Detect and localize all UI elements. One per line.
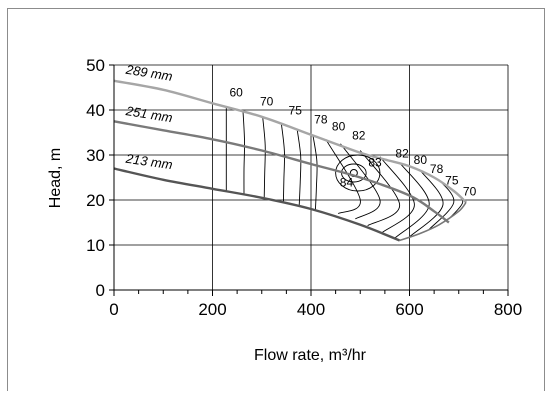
efficiency-contour-right xyxy=(448,190,464,220)
y-tick-label: 50 xyxy=(86,56,105,75)
efficiency-contour-left xyxy=(262,117,266,199)
y-tick-label: 10 xyxy=(86,236,105,255)
chart-frame xyxy=(7,8,545,391)
efficiency-label: 82 xyxy=(395,146,409,160)
efficiency-label: 75 xyxy=(445,173,459,187)
y-tick-label: 40 xyxy=(86,101,105,120)
efficiency-contour-left xyxy=(242,111,245,195)
x-axis-label: Flow rate, m³/hr xyxy=(254,347,367,364)
efficiency-contour-right xyxy=(379,156,415,233)
y-tick-label: 20 xyxy=(86,191,105,210)
efficiency-label: 80 xyxy=(332,119,346,133)
efficiency-contour-right xyxy=(394,162,430,239)
curve-labels: 289 mm 251 mm 213 mm xyxy=(124,62,174,173)
head-curve-251-mm xyxy=(113,120,450,224)
lower-boundary-curve xyxy=(399,201,467,242)
efficiency-label: 60 xyxy=(229,86,243,100)
efficiency-label: 82 xyxy=(352,128,366,142)
x-tick-label: 0 xyxy=(109,300,118,319)
x-tick-label: 600 xyxy=(395,300,423,319)
axes xyxy=(109,64,509,296)
efficiency-label: 70 xyxy=(463,185,477,199)
x-tick-label: 200 xyxy=(198,300,226,319)
efficiency-label: 83 xyxy=(368,155,382,169)
efficiency-contour-left xyxy=(280,123,285,203)
efficiency-contour-83 xyxy=(335,154,381,192)
efficiency-label: 84 xyxy=(340,176,354,190)
efficiency-label: 70 xyxy=(260,95,274,109)
series-lines xyxy=(113,79,467,242)
head-curve-213-mm xyxy=(113,167,401,242)
y-tick-label: 0 xyxy=(96,281,105,300)
efficiency-contour-right xyxy=(359,150,401,226)
x-tick-label: 800 xyxy=(494,300,522,319)
y-axis-label: Head, m xyxy=(47,148,64,208)
curve-label-251-mm: 251 mm xyxy=(124,103,174,125)
y-tick-label: 30 xyxy=(86,146,105,165)
efficiency-label: 78 xyxy=(430,162,444,176)
curve-label-213-mm: 213 mm xyxy=(124,151,174,173)
curve-label-289-mm: 289 mm xyxy=(124,62,174,84)
efficiency-contour-right xyxy=(409,169,444,238)
efficiency-label: 78 xyxy=(314,113,328,127)
efficiency-contours xyxy=(225,107,464,239)
efficiency-label: 80 xyxy=(414,153,428,167)
efficiency-contour-right xyxy=(340,143,381,220)
efficiency-contour-left xyxy=(296,129,302,206)
tick-labels: 0 200 400 600 800 0 10 20 30 40 50 xyxy=(86,56,522,319)
head-curve-289-mm xyxy=(113,79,467,204)
efficiency-label: 75 xyxy=(289,104,303,118)
efficiency-contour-right xyxy=(325,139,361,214)
x-tick-label: 400 xyxy=(297,300,325,319)
efficiency-contour-left xyxy=(312,135,318,210)
